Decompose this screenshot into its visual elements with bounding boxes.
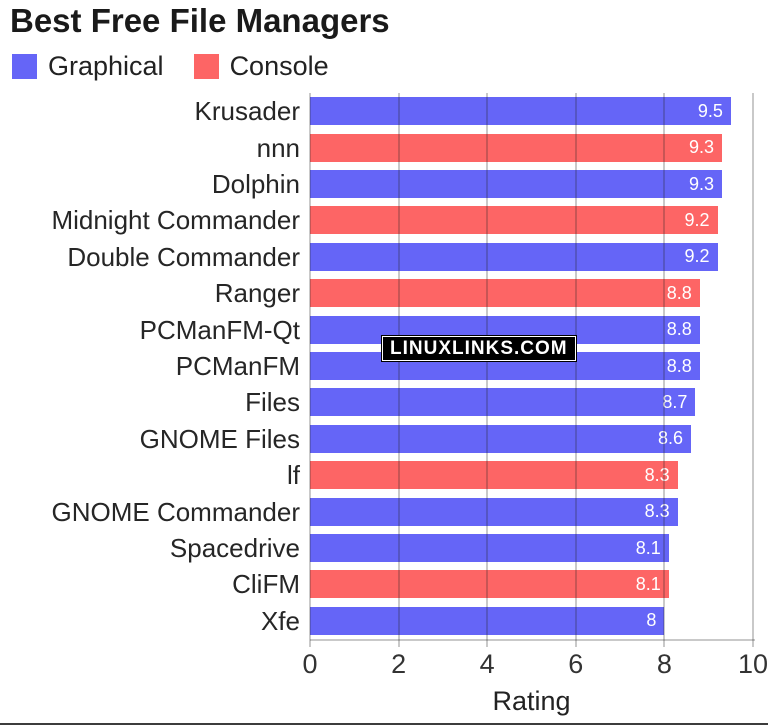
x-tick-label: 4: [479, 649, 495, 679]
bar-console: 9.2: [310, 206, 718, 235]
bar-graphical: 9.3: [310, 170, 722, 198]
category-label: Xfe: [260, 605, 300, 636]
bar-console: 8.1: [310, 570, 669, 599]
bar-graphical: 8.1: [310, 534, 669, 562]
category-label: Ranger: [214, 278, 300, 309]
gridline: [397, 93, 400, 647]
category-label: PCManFM-Qt: [139, 314, 300, 345]
gridline: [663, 93, 666, 647]
bar-value-label: 9.3: [688, 137, 714, 158]
gridline: [486, 93, 489, 647]
bar-graphical: 8: [310, 606, 665, 635]
watermark: LINUXLINKS.COM: [382, 336, 576, 361]
category-label: Krusader: [194, 96, 301, 127]
chart-title: Best Free File Managers: [10, 2, 390, 39]
bar-value-label: 8.6: [657, 428, 683, 449]
category-label: Double Commander: [67, 241, 300, 272]
category-label: nnn: [256, 132, 300, 163]
legend-label: Console: [229, 51, 329, 81]
gridline: [752, 93, 754, 647]
x-axis-line: [310, 639, 755, 641]
category-label: GNOME Commander: [51, 496, 301, 527]
bar-value-label: 9.3: [688, 173, 714, 194]
bar-value-label: 8.3: [644, 464, 670, 485]
graphical-swatch-icon: [12, 54, 37, 79]
x-tick-label: 0: [302, 649, 318, 679]
bar-value-label: 8.1: [635, 573, 661, 594]
bar-graphical: 8.3: [310, 497, 678, 526]
category-label: Dolphin: [211, 169, 300, 199]
x-tick-label: 8: [656, 649, 672, 679]
legend-item-console: Console: [193, 51, 329, 82]
gridline: [309, 93, 311, 647]
x-tick-label: 10: [737, 649, 768, 679]
bar-value-label: 8.1: [635, 537, 661, 558]
bar-value-label: 8.8: [666, 355, 692, 376]
bar-console: 8.8: [310, 279, 700, 308]
category-label: Spacedrive: [169, 533, 300, 563]
category-label: lf: [287, 460, 300, 491]
category-label: Midnight Commander: [51, 205, 300, 236]
category-label: GNOME Files: [139, 423, 300, 454]
bar-value-label: 9.2: [684, 246, 710, 267]
legend-label: Graphical: [48, 51, 164, 81]
bar-console: 9.3: [310, 133, 722, 162]
category-label: Files: [245, 387, 300, 418]
x-tick-label: 6: [568, 649, 584, 679]
bar-value-label: 8.3: [644, 501, 670, 522]
bar-graphical: 8.6: [310, 424, 691, 453]
bar-value-label: 8.8: [666, 282, 692, 303]
legend: Graphical Console: [12, 51, 329, 82]
bar-value-label: 8.7: [662, 391, 688, 412]
bar-value-label: 8: [646, 610, 657, 631]
bar-value-label: 9.5: [697, 100, 723, 121]
x-axis-title: Rating: [492, 686, 571, 716]
bar-console: 8.3: [310, 461, 678, 490]
bar-value-label: 9.2: [684, 209, 710, 230]
bar-graphical: 9.2: [310, 242, 718, 271]
legend-item-graphical: Graphical: [12, 51, 164, 82]
bar-value-label: 8.8: [666, 319, 692, 340]
bar-graphical: 9.5: [310, 97, 731, 126]
category-label: CliFM: [232, 569, 300, 600]
gridline: [574, 93, 577, 647]
x-tick-label: 2: [391, 649, 407, 679]
category-label: PCManFM: [175, 351, 300, 381]
bottom-divider: [0, 723, 768, 725]
bar-graphical: 8.7: [310, 388, 696, 417]
console-swatch-icon: [193, 54, 219, 79]
